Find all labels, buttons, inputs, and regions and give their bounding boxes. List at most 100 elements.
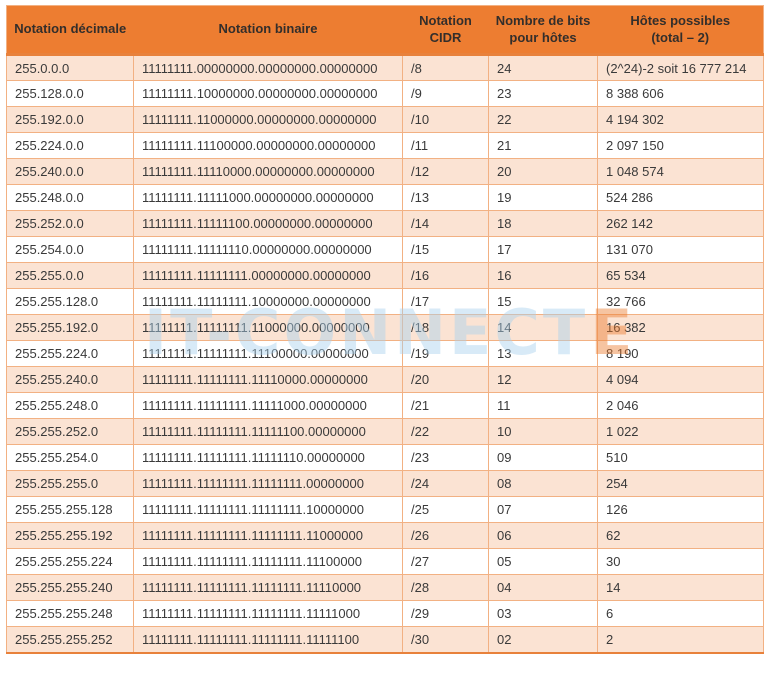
table-cell: 11111111.11111111.11111000.00000000 [133, 392, 403, 419]
table-cell: 4 094 [597, 366, 764, 393]
header-row: Notation décimale Notation binaire Notat… [6, 5, 764, 56]
table-cell: 24 [488, 54, 598, 81]
table-cell: 262 142 [597, 210, 764, 237]
table-cell: 11111111.11111110.00000000.00000000 [133, 236, 403, 263]
table-cell: 4 194 302 [597, 106, 764, 133]
table-cell: 06 [488, 522, 598, 549]
table-cell: /16 [402, 262, 489, 289]
table-cell: 11111111.11111111.11111111.11100000 [133, 548, 403, 575]
table-cell: 11111111.11111111.00000000.00000000 [133, 262, 403, 289]
table-cell: 21 [488, 132, 598, 159]
table-cell: 20 [488, 158, 598, 185]
table-cell: 255.255.252.0 [6, 418, 134, 445]
table-cell: /15 [402, 236, 489, 263]
table-row: 255.255.0.0 11111111.11111111.00000000.00… [6, 262, 764, 289]
table-cell: /8 [402, 54, 489, 81]
table-cell: 11111111.11100000.00000000.00000000 [133, 132, 403, 159]
table-row: 255.255.254.0 11111111.11111111.11111110.… [6, 444, 764, 471]
table-cell: 8 190 [597, 340, 764, 367]
table-cell: 11111111.11110000.00000000.00000000 [133, 158, 403, 185]
table-cell: 23 [488, 80, 598, 107]
table-cell: 32 766 [597, 288, 764, 315]
table-cell: 255.255.0.0 [6, 262, 134, 289]
table-row: 255.255.255.252 11111111.11111111.1111111… [6, 626, 764, 653]
table-cell: 14 [488, 314, 598, 341]
table-cell: 8 388 606 [597, 80, 764, 107]
table-cell: 62 [597, 522, 764, 549]
table-cell: 510 [597, 444, 764, 471]
table-cell: /21 [402, 392, 489, 419]
table-cell: 255.255.255.240 [6, 574, 134, 601]
table-cell: 1 022 [597, 418, 764, 445]
table-cell: 255.255.255.248 [6, 600, 134, 627]
table-cell: 22 [488, 106, 598, 133]
table-row: 255.255.224.0 11111111.11111111.11100000.… [6, 340, 764, 367]
table-cell: 05 [488, 548, 598, 575]
col-header-host-bits: Nombre de bits pour hôtes [488, 5, 598, 56]
table-cell: 1 048 574 [597, 158, 764, 185]
table-cell: /9 [402, 80, 489, 107]
table-cell: 65 534 [597, 262, 764, 289]
table-cell: 17 [488, 236, 598, 263]
table-cell: /12 [402, 158, 489, 185]
table-cell: /25 [402, 496, 489, 523]
table-cell: 15 [488, 288, 598, 315]
table-cell: /22 [402, 418, 489, 445]
table-cell: 11111111.11111111.11111111.11111000 [133, 600, 403, 627]
col-header-binary-notation: Notation binaire [133, 5, 403, 56]
table-cell: 6 [597, 600, 764, 627]
table-cell: 126 [597, 496, 764, 523]
table-row: 255.255.248.0 11111111.11111111.11111000.… [6, 392, 764, 419]
table-cell: 11111111.10000000.00000000.00000000 [133, 80, 403, 107]
table-cell: /26 [402, 522, 489, 549]
table-cell: /11 [402, 132, 489, 159]
table-cell: /17 [402, 288, 489, 315]
table-cell: 13 [488, 340, 598, 367]
table-cell: 255.128.0.0 [6, 80, 134, 107]
table-cell: 255.255.255.128 [6, 496, 134, 523]
table-body: 255.0.0.0 11111111.00000000.00000000.0000… [6, 54, 764, 653]
table-cell: 08 [488, 470, 598, 497]
table-cell: 255.240.0.0 [6, 158, 134, 185]
table-cell: 524 286 [597, 184, 764, 211]
table-row: 255.255.192.0 11111111.11111111.11000000.… [6, 314, 764, 341]
table-row: 255.255.255.192 11111111.11111111.1111111… [6, 522, 764, 549]
table-cell: 131 070 [597, 236, 764, 263]
table-cell: /14 [402, 210, 489, 237]
table-cell: 255.255.192.0 [6, 314, 134, 341]
table-cell: 11111111.00000000.00000000.00000000 [133, 54, 403, 81]
table-cell: /24 [402, 470, 489, 497]
table-row: 255.224.0.0 11111111.11100000.00000000.00… [6, 132, 764, 159]
table-cell: 11111111.11111111.11100000.00000000 [133, 340, 403, 367]
table-cell: 18 [488, 210, 598, 237]
table-cell: 11111111.11111111.11111111.10000000 [133, 496, 403, 523]
table-cell: 255.255.255.192 [6, 522, 134, 549]
table-cell: 254 [597, 470, 764, 497]
table-cell: 2 097 150 [597, 132, 764, 159]
table-cell: 11111111.11111111.11111111.11111100 [133, 626, 403, 653]
table-cell: 11111111.11111111.11000000.00000000 [133, 314, 403, 341]
table-cell: 255.255.128.0 [6, 288, 134, 315]
subnet-mask-table: Notation décimale Notation binaire Notat… [6, 5, 764, 654]
table-row: 255.255.255.0 11111111.11111111.11111111.… [6, 470, 764, 497]
table-row: 255.255.240.0 11111111.11111111.11110000.… [6, 366, 764, 393]
table-cell: 03 [488, 600, 598, 627]
table-cell: 255.255.248.0 [6, 392, 134, 419]
table-cell: 07 [488, 496, 598, 523]
table-cell: 10 [488, 418, 598, 445]
table-row: 255.255.255.224 11111111.11111111.1111111… [6, 548, 764, 575]
table-cell: 255.248.0.0 [6, 184, 134, 211]
table-cell: 11111111.11111111.11111111.00000000 [133, 470, 403, 497]
table-cell: /23 [402, 444, 489, 471]
table-cell: 255.0.0.0 [6, 54, 134, 81]
table-cell: /20 [402, 366, 489, 393]
col-header-cidr-notation: Notation CIDR [402, 5, 489, 56]
table-cell: /10 [402, 106, 489, 133]
table-cell: 11111111.11000000.00000000.00000000 [133, 106, 403, 133]
table-cell: 255.252.0.0 [6, 210, 134, 237]
table-cell: 255.255.224.0 [6, 340, 134, 367]
table-cell: 11111111.11111111.11111100.00000000 [133, 418, 403, 445]
table-cell: 09 [488, 444, 598, 471]
table-cell: 255.254.0.0 [6, 236, 134, 263]
